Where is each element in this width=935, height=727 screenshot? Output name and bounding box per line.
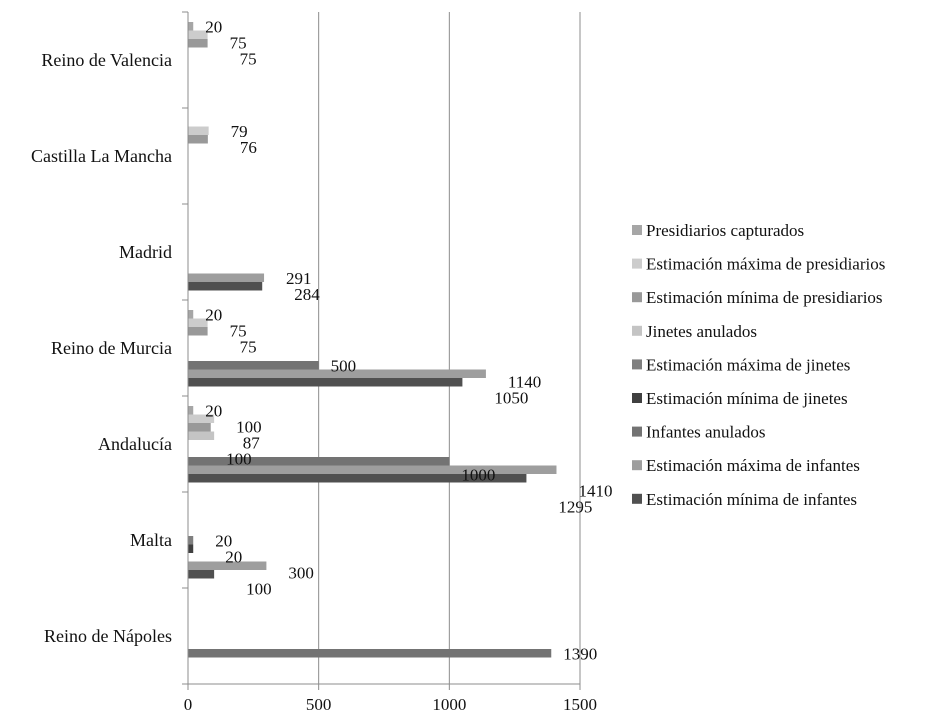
- x-tick-label: 0: [184, 695, 193, 714]
- data-label: 500: [331, 356, 357, 375]
- bar: [188, 423, 211, 432]
- bar: [188, 465, 557, 474]
- bar: [188, 474, 527, 483]
- x-tick-label: 500: [306, 695, 332, 714]
- data-label: 20: [205, 401, 222, 420]
- legend-swatch: [632, 460, 642, 471]
- data-label: 75: [240, 337, 257, 356]
- bars: [188, 22, 557, 658]
- legend-label: Infantes anulados: [646, 423, 765, 442]
- bar: [188, 310, 194, 319]
- data-label: 1390: [563, 644, 597, 663]
- data-label: 100: [246, 579, 272, 598]
- category-label: Reino de Nápoles: [44, 626, 172, 646]
- bar: [188, 406, 194, 415]
- legend-swatch: [632, 359, 642, 370]
- bar: [188, 273, 265, 282]
- category-label: Castilla La Mancha: [31, 146, 172, 166]
- bar: [188, 570, 215, 579]
- bar: [188, 369, 486, 378]
- category-label: Malta: [130, 530, 172, 550]
- category-label: Reino de Valencia: [41, 50, 172, 70]
- category-label: Andalucía: [98, 434, 172, 454]
- category-label: Reino de Murcia: [51, 338, 172, 358]
- bar: [188, 561, 267, 570]
- bar: [188, 39, 208, 48]
- grid-lines: [318, 12, 581, 684]
- legend-swatch: [632, 426, 642, 437]
- legend: Presidiarios capturados Estimación máxima…: [632, 221, 885, 509]
- data-label: 1410: [578, 481, 612, 500]
- legend-swatch: [632, 493, 642, 504]
- bar: [188, 544, 194, 553]
- data-labels: 2075757976291284207575500114010502010087…: [205, 17, 612, 663]
- bar: [188, 536, 194, 545]
- legend-label: Estimación mínima de presidiarios: [646, 288, 883, 307]
- data-label: 291: [286, 269, 312, 288]
- data-label: 1050: [494, 388, 528, 407]
- data-label: 100: [226, 449, 252, 468]
- data-label: 20: [215, 531, 232, 550]
- bar: [188, 30, 208, 39]
- legend-label: Estimación máxima de infantes: [646, 456, 860, 475]
- legend-label: Estimación máxima de jinetes: [646, 355, 850, 374]
- bar: [188, 22, 194, 31]
- legend-swatch: [632, 325, 642, 336]
- data-label: 76: [240, 138, 257, 157]
- data-label: 1000: [461, 465, 495, 484]
- bar: [188, 361, 319, 370]
- data-label: 1140: [508, 372, 541, 391]
- legend-label: Estimación máxima de presidiarios: [646, 255, 885, 274]
- bar: [188, 649, 552, 658]
- data-label: 1295: [558, 497, 592, 516]
- bar: [188, 327, 208, 336]
- legend-label: Presidiarios capturados: [646, 221, 804, 240]
- data-label: 20: [205, 305, 222, 324]
- axes: 0 500 1000 1500 Reino de Valencia Castilla La…: [31, 11, 597, 714]
- bar: [188, 282, 263, 291]
- bar: [188, 378, 463, 387]
- data-label: 300: [288, 563, 314, 582]
- data-label: 20: [225, 547, 242, 566]
- bar: [188, 457, 450, 466]
- data-label: 75: [230, 321, 247, 340]
- x-tick-label: 1000: [432, 695, 466, 714]
- data-label: 75: [230, 33, 247, 52]
- legend-label: Estimación mínima de infantes: [646, 490, 857, 509]
- bar: [188, 318, 208, 327]
- legend-label: Jinetes anulados: [646, 322, 757, 341]
- data-label: 75: [240, 49, 257, 68]
- data-label: 79: [231, 122, 248, 141]
- data-label: 20: [205, 17, 222, 36]
- data-label: 87: [243, 433, 261, 452]
- legend-swatch: [632, 225, 642, 235]
- bar: [188, 431, 215, 440]
- data-label: 100: [236, 417, 262, 436]
- category-label: Madrid: [119, 242, 172, 262]
- legend-label: Estimación mínima de jinetes: [646, 389, 848, 408]
- legend-swatch: [632, 258, 642, 269]
- bar: [188, 414, 215, 423]
- data-label: 284: [294, 285, 320, 304]
- legend-swatch: [632, 292, 642, 303]
- x-tick-label: 1500: [563, 695, 597, 714]
- bar: [188, 126, 209, 135]
- legend-swatch: [632, 393, 642, 403]
- bar: [188, 135, 208, 144]
